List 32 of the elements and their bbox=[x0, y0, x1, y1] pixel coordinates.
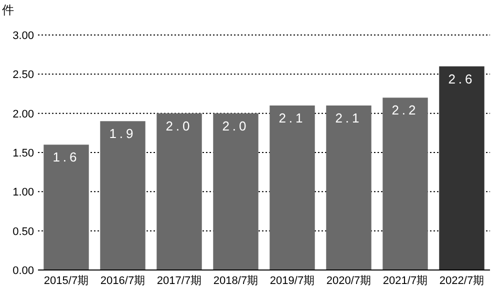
x-tick-label: 2015/7期 bbox=[44, 275, 89, 287]
data-label: 2.1 bbox=[335, 110, 362, 126]
y-tick-label: 2.50 bbox=[12, 69, 34, 82]
bar bbox=[156, 113, 202, 270]
x-tick-label: 2022/7期 bbox=[439, 275, 484, 287]
y-axis-title: 件 bbox=[2, 3, 14, 17]
data-label: 2.1 bbox=[278, 110, 306, 126]
y-tick-label: 1.50 bbox=[12, 148, 34, 160]
x-tick-label: 2017/7期 bbox=[156, 275, 202, 287]
y-tick-label: 0.50 bbox=[12, 226, 34, 238]
x-tick-label: 2019/7期 bbox=[270, 275, 315, 287]
bar bbox=[439, 66, 484, 270]
bar bbox=[100, 121, 146, 270]
data-label: 1.6 bbox=[52, 150, 80, 165]
y-tick-label: 0.00 bbox=[12, 265, 34, 277]
x-tick-label: 2020/7期 bbox=[326, 275, 372, 287]
x-tick-label: 2021/7期 bbox=[382, 275, 428, 287]
data-label: 2.0 bbox=[166, 118, 193, 134]
y-tick-label: 3.00 bbox=[12, 30, 34, 42]
data-label: 2.2 bbox=[392, 102, 419, 118]
x-tick-label: 2018/7期 bbox=[213, 275, 258, 287]
y-tick-label: 1.00 bbox=[12, 186, 34, 199]
x-tick-label: 2016/7期 bbox=[100, 275, 146, 287]
y-tick-label: 2.00 bbox=[12, 108, 34, 120]
data-label: 2.6 bbox=[448, 71, 476, 86]
bar bbox=[326, 106, 372, 270]
data-label: 1.9 bbox=[109, 126, 136, 142]
bar bbox=[44, 144, 89, 270]
bar bbox=[382, 98, 428, 270]
bar bbox=[270, 106, 315, 270]
bar bbox=[213, 113, 258, 270]
data-label: 2.0 bbox=[222, 118, 250, 134]
